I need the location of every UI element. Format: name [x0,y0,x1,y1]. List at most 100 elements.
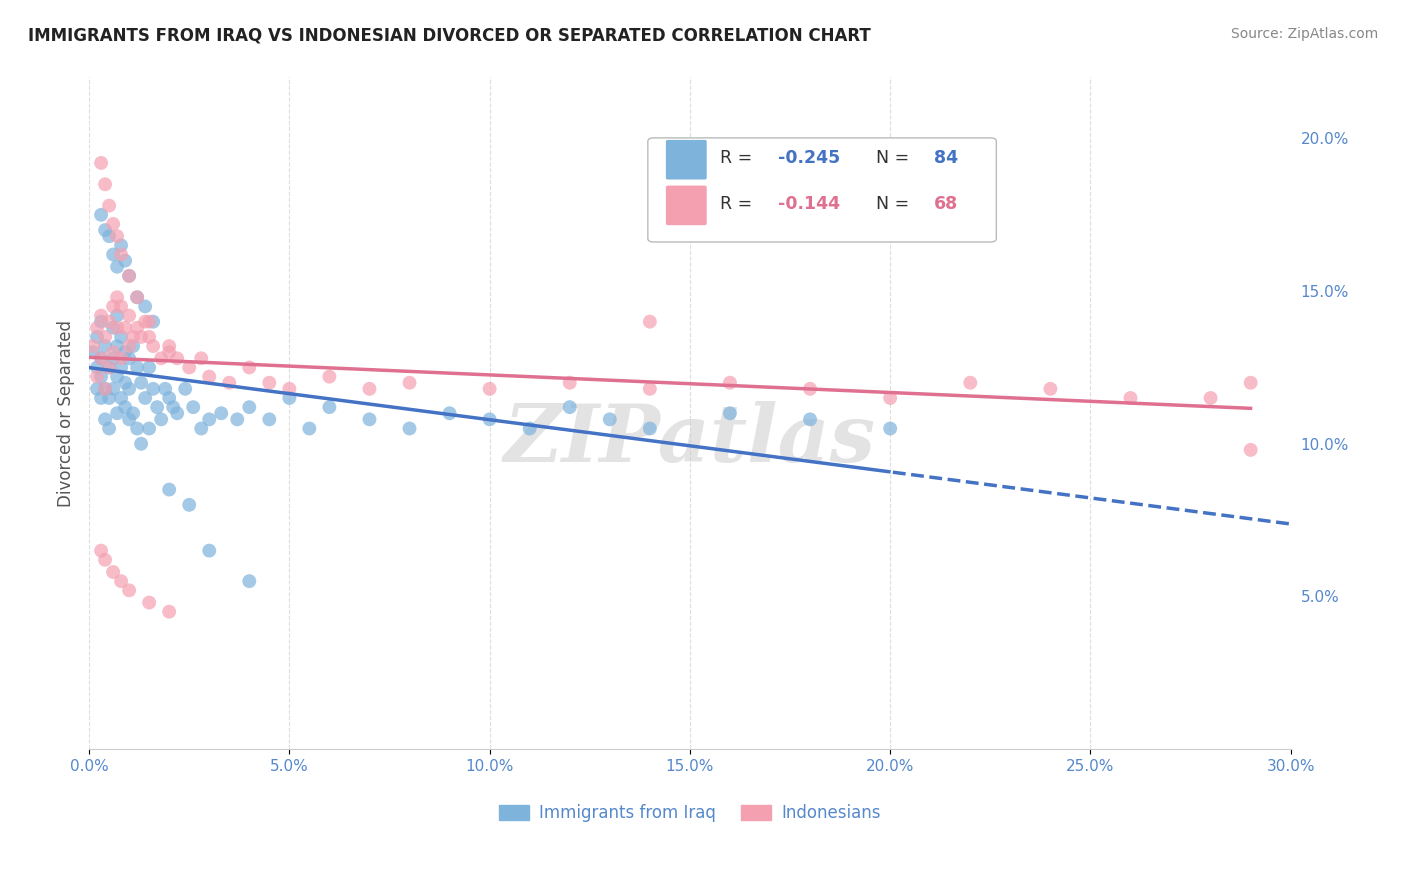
Point [98,229,121,244]
Point [150,351,173,366]
Point [153,382,176,396]
Point [359,382,381,396]
Point [129,437,152,451]
Point [179,498,201,512]
Point [90,309,112,323]
Point [105,260,128,274]
Point [138,360,160,375]
Point [157,605,180,619]
Point [94,223,117,237]
Legend: Immigrants from Iraq, Indonesians: Immigrants from Iraq, Indonesians [499,805,880,822]
Point [638,421,661,435]
Text: IMMIGRANTS FROM IRAQ VS INDONESIAN DIVORCED OR SEPARATED CORRELATION CHART: IMMIGRANTS FROM IRAQ VS INDONESIAN DIVOR… [28,27,870,45]
Text: Source: ZipAtlas.com: Source: ZipAtlas.com [1230,27,1378,41]
Point [114,253,136,268]
Point [118,412,141,426]
Point [558,400,581,414]
Point [101,300,124,314]
Text: -0.144: -0.144 [778,194,839,212]
Point [118,339,141,353]
Point [114,376,136,390]
Point [138,315,160,329]
Point [259,412,281,426]
Point [1240,442,1263,457]
FancyBboxPatch shape [648,138,997,242]
Point [86,320,108,334]
Text: R =: R = [720,149,758,167]
Point [799,412,821,426]
Point [127,290,149,304]
Point [105,229,128,244]
Point [259,376,281,390]
Point [142,382,165,396]
Point [118,268,141,283]
Point [110,247,132,261]
Point [118,382,141,396]
Point [86,360,108,375]
Point [105,406,128,420]
Point [101,345,124,359]
Point [398,376,420,390]
Point [110,360,132,375]
Point [110,574,132,589]
Point [959,376,981,390]
Point [718,406,741,420]
Point [138,595,160,609]
Point [110,300,132,314]
Point [150,412,173,426]
Point [181,400,204,414]
Point [138,421,160,435]
Point [90,543,112,558]
Point [118,268,141,283]
Point [127,421,149,435]
Point [90,351,112,366]
Point [879,391,901,405]
Point [110,351,132,366]
Point [166,351,188,366]
Point [94,330,117,344]
Point [98,360,121,375]
Point [94,339,117,353]
Point [105,309,128,323]
Point [558,376,581,390]
Point [101,382,124,396]
Point [142,339,165,353]
FancyBboxPatch shape [666,140,707,179]
Text: 68: 68 [934,194,957,212]
Point [90,391,112,405]
Point [110,238,132,252]
Point [879,421,901,435]
Point [110,391,132,405]
Point [118,583,141,598]
Point [101,217,124,231]
Point [1119,391,1142,405]
Point [478,382,501,396]
Point [174,382,197,396]
Point [162,400,184,414]
Point [94,382,117,396]
Point [127,320,149,334]
Point [157,339,180,353]
Point [209,406,232,420]
Point [278,382,301,396]
Point [218,376,240,390]
Point [127,360,149,375]
Point [179,360,201,375]
Point [638,315,661,329]
Point [105,320,128,334]
Point [114,400,136,414]
Point [122,406,145,420]
Point [1199,391,1222,405]
Point [318,369,340,384]
Text: N =: N = [876,149,915,167]
Point [599,412,621,426]
Point [122,339,145,353]
Point [478,412,501,426]
Point [101,247,124,261]
Text: R =: R = [720,194,758,212]
Point [129,376,152,390]
Point [98,391,121,405]
Point [638,382,661,396]
Point [90,369,112,384]
Text: -0.245: -0.245 [778,149,839,167]
